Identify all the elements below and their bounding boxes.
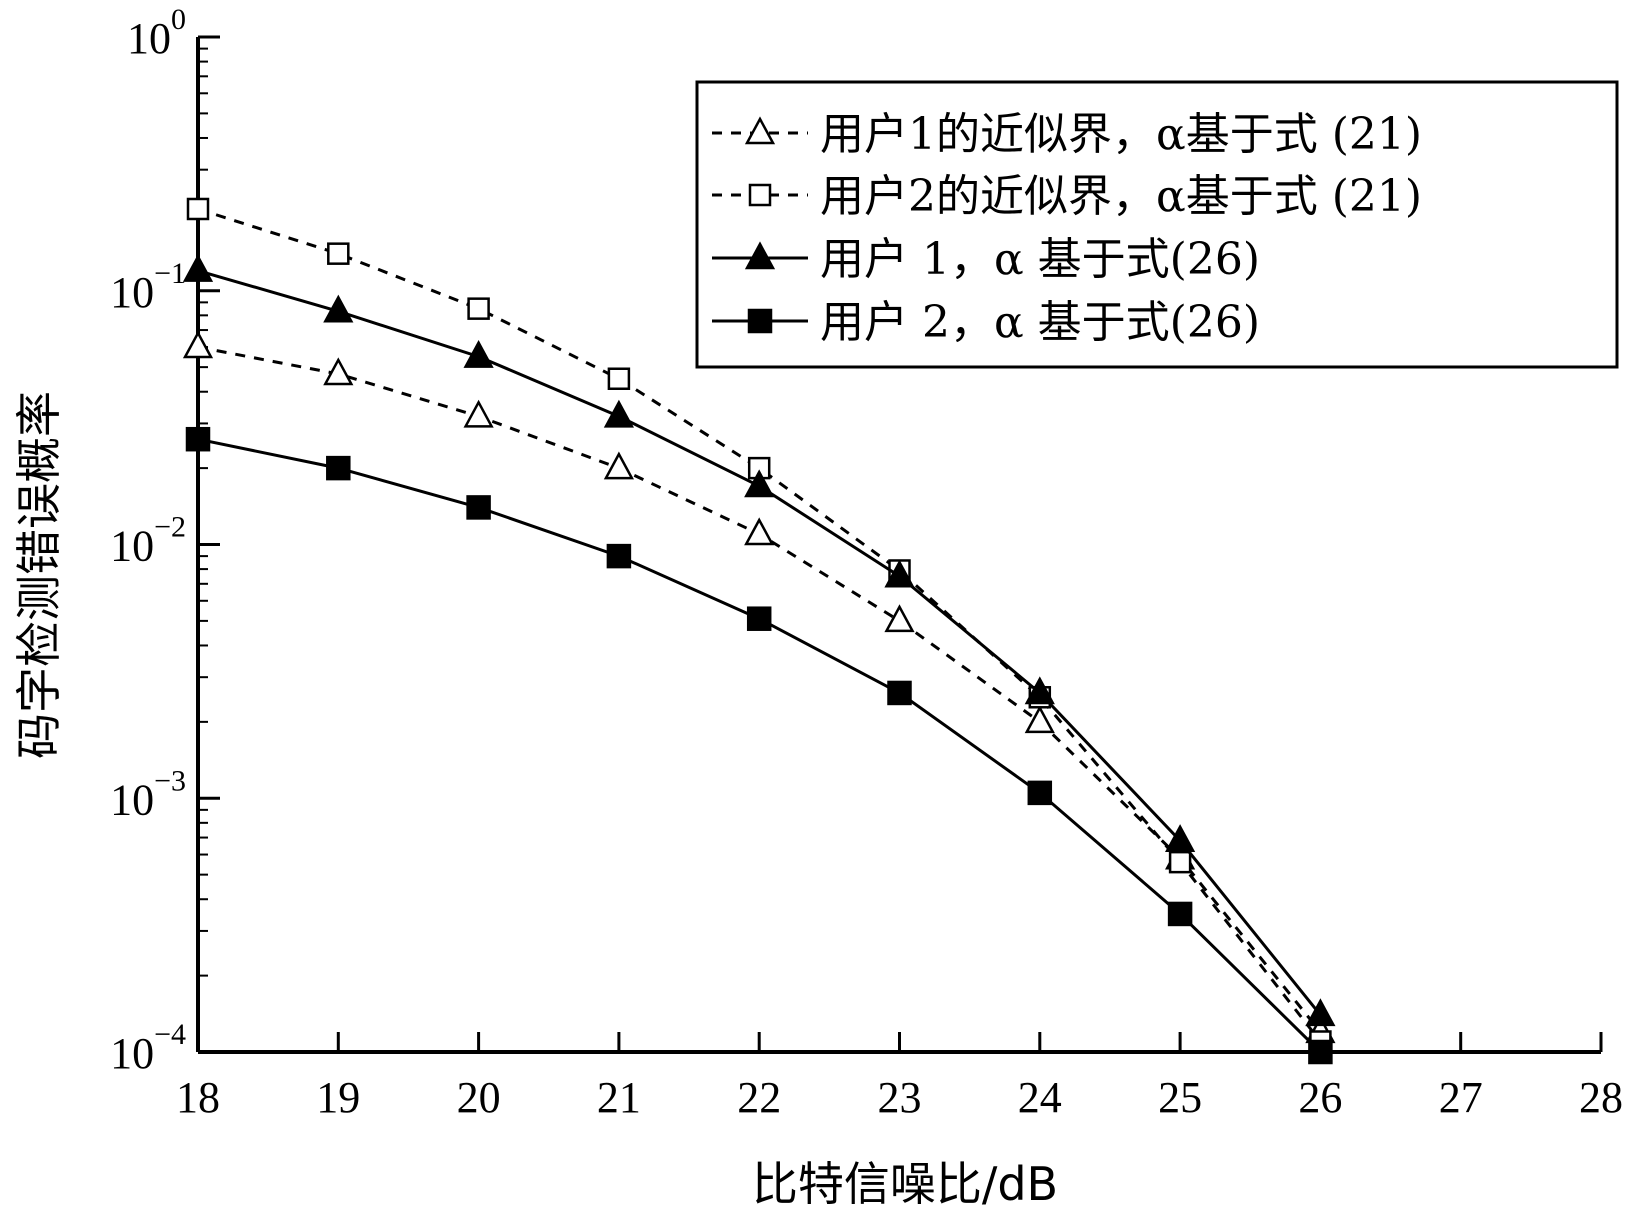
y-tick-base: 10 <box>110 268 154 317</box>
series-1 <box>182 330 1336 1044</box>
y-tick-label: 10−1 <box>110 257 186 317</box>
series-line <box>197 207 1322 1043</box>
data-point <box>1165 824 1196 853</box>
data-point <box>466 495 491 520</box>
data-point <box>467 297 490 320</box>
data-point <box>186 197 210 221</box>
data-point <box>1308 1039 1333 1065</box>
data-point <box>603 451 634 480</box>
x-tick-label: 24 <box>1018 1073 1062 1122</box>
axes: 18 19 20 21 22 23 24 25 26 27 2810010−110−210−310−… <box>110 3 1623 1122</box>
data-point <box>323 294 354 323</box>
y-tick-base: 10 <box>110 775 154 824</box>
data-point <box>182 330 214 359</box>
data-point <box>884 604 915 633</box>
data-point <box>327 242 350 265</box>
data-point <box>744 517 775 546</box>
x-tick-label: 23 <box>878 1073 922 1122</box>
data-point <box>607 367 631 390</box>
x-tick-label: 22 <box>737 1073 781 1122</box>
x-tick-label: 26 <box>1298 1073 1342 1122</box>
x-tick-label: 27 <box>1439 1073 1483 1122</box>
series-4 <box>185 426 1333 1065</box>
data-point <box>185 426 211 452</box>
y-tick-label: 10−2 <box>110 511 186 571</box>
y-tick-label: 10−4 <box>110 1018 186 1078</box>
legend-marker <box>744 241 776 270</box>
x-tick-label: 25 <box>1158 1073 1202 1122</box>
legend-entry: 用户 2，α 基于式(26) <box>712 297 1260 348</box>
legend-entry: 用户2的近似界，α基于式 (21) <box>712 171 1422 222</box>
x-axis-title: 比特信噪比/dB <box>752 1157 1058 1211</box>
data-point <box>884 559 915 588</box>
data-point <box>1168 850 1192 874</box>
data-point <box>606 543 632 569</box>
data-point <box>463 399 494 428</box>
y-tick-label: 10−3 <box>110 764 186 824</box>
data-point <box>1024 676 1055 705</box>
x-tick-label: 18 <box>176 1073 220 1122</box>
x-tick-label: 20 <box>457 1073 501 1122</box>
legend-label: 用户1的近似界，α基于式 (21) <box>820 109 1422 160</box>
y-tick-exponent: −4 <box>154 1018 186 1051</box>
series-3 <box>182 254 1336 1027</box>
legend-box <box>695 80 1619 369</box>
data-point <box>1027 780 1053 806</box>
data-point <box>323 357 354 386</box>
y-tick-base: 10 <box>110 1029 154 1078</box>
legend-label: 用户 1，α 基于式(26) <box>820 234 1260 285</box>
y-tick-base: 10 <box>110 522 154 571</box>
legend-entry: 用户 1，α 基于式(26) <box>712 234 1260 285</box>
legend-marker <box>744 116 776 145</box>
data-point <box>1167 901 1193 927</box>
y-tick-exponent: 0 <box>171 3 186 36</box>
data-point <box>746 606 772 631</box>
y-tick-label: 100 <box>127 3 186 63</box>
x-tick-label: 19 <box>316 1073 360 1122</box>
series-layer <box>182 197 1336 1065</box>
y-tick-exponent: −2 <box>154 511 186 544</box>
data-point <box>1024 705 1055 734</box>
x-tick-label: 21 <box>597 1073 641 1122</box>
y-tick-exponent: −3 <box>154 764 186 797</box>
data-point <box>326 455 351 481</box>
data-point <box>744 469 775 498</box>
x-tick-label: 28 <box>1579 1073 1623 1122</box>
series-line <box>197 345 1322 1033</box>
legend-label: 用户 2，α 基于式(26) <box>820 297 1260 348</box>
legend: 用户1的近似界，α基于式 (21) 用户2的近似界，α基于式 (21) 用户 1，α… <box>695 80 1619 369</box>
data-point <box>182 254 214 282</box>
data-point <box>603 399 634 428</box>
data-point <box>463 340 494 368</box>
data-point <box>887 680 912 706</box>
legend-marker <box>747 308 773 334</box>
y-axis-title: 码字检测错误概率 <box>12 391 66 759</box>
y-tick-base: 10 <box>127 14 171 63</box>
legend-label: 用户2的近似界，α基于式 (21) <box>820 171 1422 222</box>
data-point <box>1305 998 1336 1027</box>
legend-marker <box>748 183 772 207</box>
y-tick-exponent: −1 <box>154 257 186 290</box>
legend-entry: 用户1的近似界，α基于式 (21) <box>712 109 1422 160</box>
